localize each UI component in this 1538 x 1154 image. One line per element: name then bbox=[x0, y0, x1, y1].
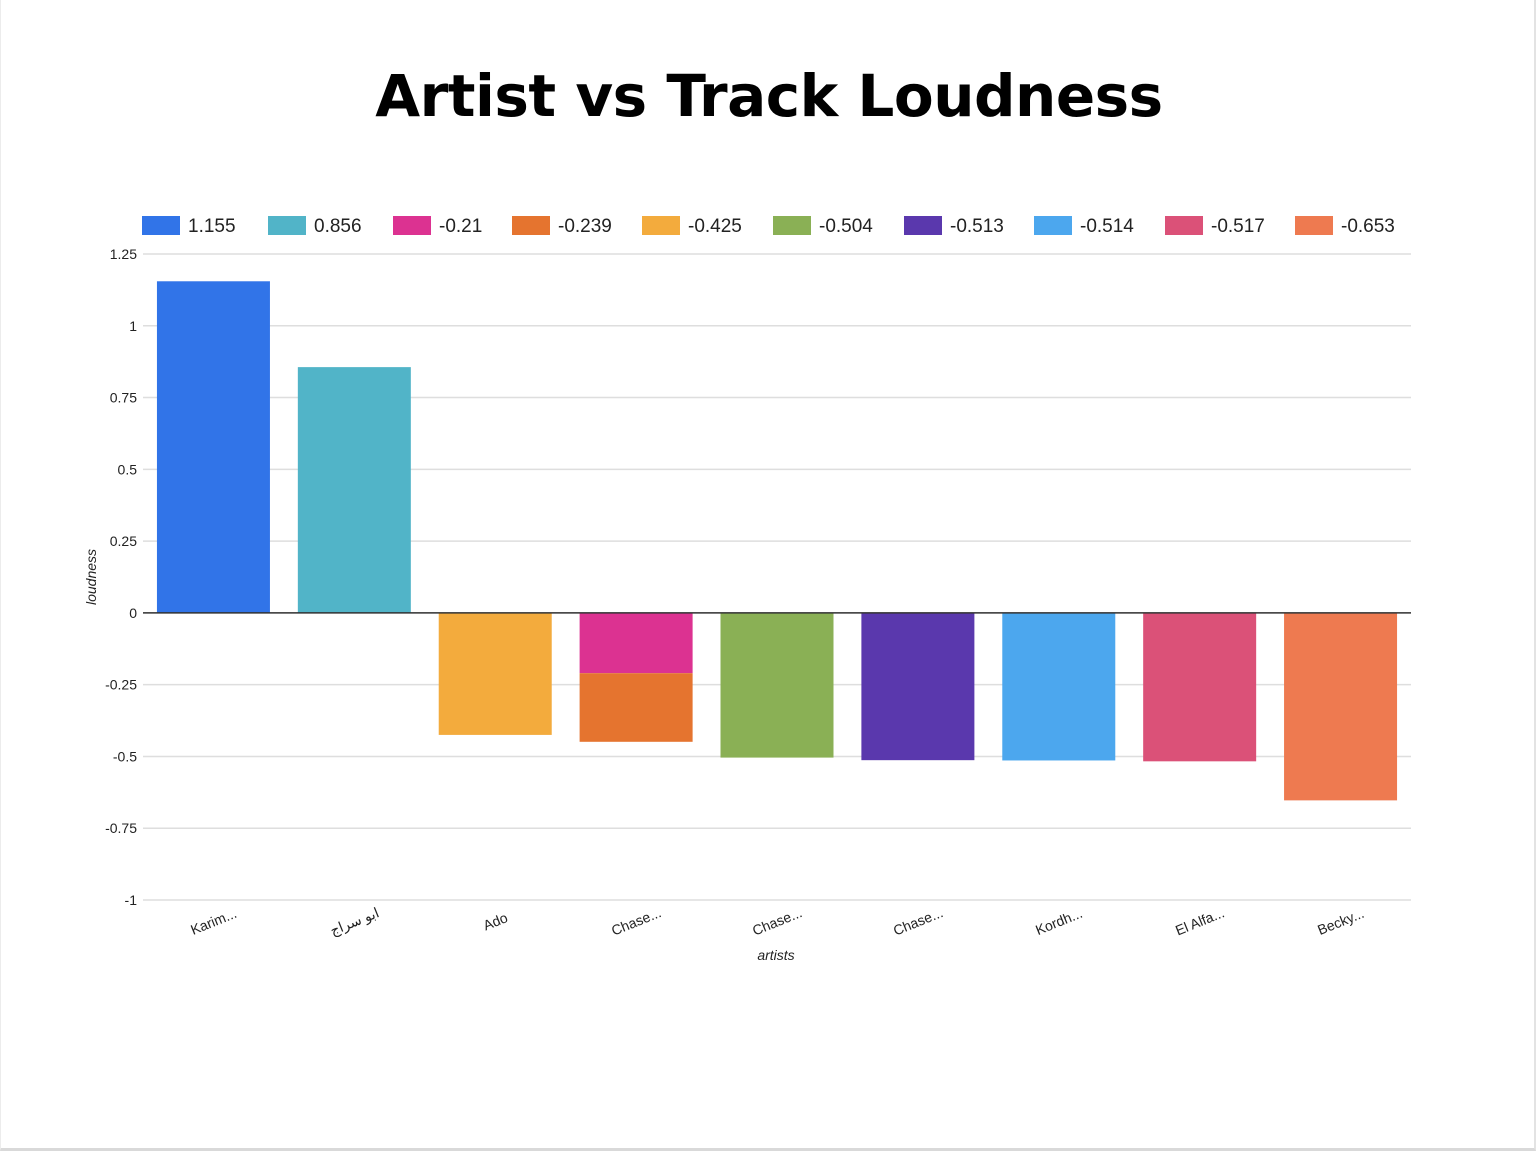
bar--0-21 bbox=[579, 612, 693, 674]
x-tick-label: Ado bbox=[481, 909, 510, 933]
y-tick-label: 0 bbox=[129, 605, 137, 621]
bar--0-653 bbox=[1284, 612, 1398, 801]
y-tick-label: 0.75 bbox=[110, 390, 137, 406]
legend-swatch bbox=[393, 216, 431, 235]
legend-swatch bbox=[642, 216, 680, 235]
x-tick-label: Becky... bbox=[1315, 905, 1366, 938]
legend-label: -0.239 bbox=[558, 216, 612, 237]
legend-item: 0.856 bbox=[268, 216, 362, 237]
y-tick-label: -0.25 bbox=[105, 677, 137, 693]
legend-item: -0.504 bbox=[773, 216, 873, 237]
legend-label: -0.514 bbox=[1080, 216, 1134, 237]
y-axis-ticks: 1.25 1 0.75 0.5 0.25 0 -0.25 -0.5 -0.75 -1 bbox=[105, 246, 137, 908]
bar--0-239 bbox=[579, 673, 693, 742]
legend-label: 0.856 bbox=[314, 216, 362, 237]
y-tick-label: 0.25 bbox=[110, 533, 137, 549]
legend-swatch bbox=[142, 216, 180, 235]
x-tick-label: El Alfa... bbox=[1173, 904, 1227, 938]
x-tick-label: Chase... bbox=[750, 904, 804, 938]
legend-label: -0.21 bbox=[439, 216, 482, 237]
legend-swatch bbox=[512, 216, 550, 235]
y-tick-label: -1 bbox=[125, 892, 138, 908]
legend-label: 1.155 bbox=[188, 216, 236, 237]
legend-swatch bbox=[1165, 216, 1203, 235]
legend-label: -0.517 bbox=[1211, 216, 1265, 237]
bars bbox=[156, 281, 1398, 801]
x-axis-label: artists bbox=[757, 947, 794, 963]
legend-label: -0.425 bbox=[688, 216, 742, 237]
x-tick-label: Karim... bbox=[188, 905, 239, 938]
bar--0-504 bbox=[720, 612, 834, 758]
legend-item: -0.239 bbox=[512, 216, 612, 237]
y-tick-label: -0.5 bbox=[113, 748, 137, 764]
x-tick-label: Chase... bbox=[891, 904, 945, 938]
legend-label: -0.504 bbox=[819, 216, 873, 237]
bar--0-425 bbox=[438, 612, 552, 735]
legend-swatch bbox=[1034, 216, 1072, 235]
x-tick-label: Kordh... bbox=[1033, 905, 1084, 938]
legend-label: -0.653 bbox=[1341, 216, 1395, 237]
legend-item: -0.425 bbox=[642, 216, 742, 237]
bar--0-513 bbox=[861, 612, 975, 761]
y-tick-label: 1 bbox=[129, 318, 137, 334]
bar-0-856 bbox=[297, 367, 411, 613]
x-tick-label: ابو سراج bbox=[328, 904, 382, 939]
legend-item: 1.155 bbox=[142, 216, 236, 237]
bar-1-155 bbox=[156, 281, 270, 613]
legend-item: -0.514 bbox=[1034, 216, 1134, 237]
legend-swatch bbox=[268, 216, 306, 235]
x-axis-categories: Karim... ابو سراج Ado Chase... Chase... Chase… bbox=[188, 904, 1366, 939]
bar--0-514 bbox=[1002, 612, 1116, 761]
bar--0-517 bbox=[1143, 612, 1257, 762]
legend-item: -0.21 bbox=[393, 216, 482, 237]
x-tick-label: Chase... bbox=[609, 904, 663, 938]
y-tick-label: 1.25 bbox=[110, 246, 137, 262]
y-tick-label: -0.75 bbox=[105, 820, 137, 836]
y-axis-label: loudness bbox=[83, 549, 99, 605]
legend-label: -0.513 bbox=[950, 216, 1004, 237]
legend-swatch bbox=[1295, 216, 1333, 235]
legend-swatch bbox=[904, 216, 942, 235]
legend-item: -0.517 bbox=[1165, 216, 1265, 237]
y-tick-label: 0.5 bbox=[118, 461, 138, 477]
legend-item: -0.513 bbox=[904, 216, 1004, 237]
legend-item: -0.653 bbox=[1295, 216, 1395, 237]
legend: 1.155 0.856 -0.21 -0.239 -0.425 -0.504 -0.513 -… bbox=[142, 216, 1395, 237]
legend-swatch bbox=[773, 216, 811, 235]
chart-title: Artist vs Track Loudness bbox=[375, 62, 1163, 130]
